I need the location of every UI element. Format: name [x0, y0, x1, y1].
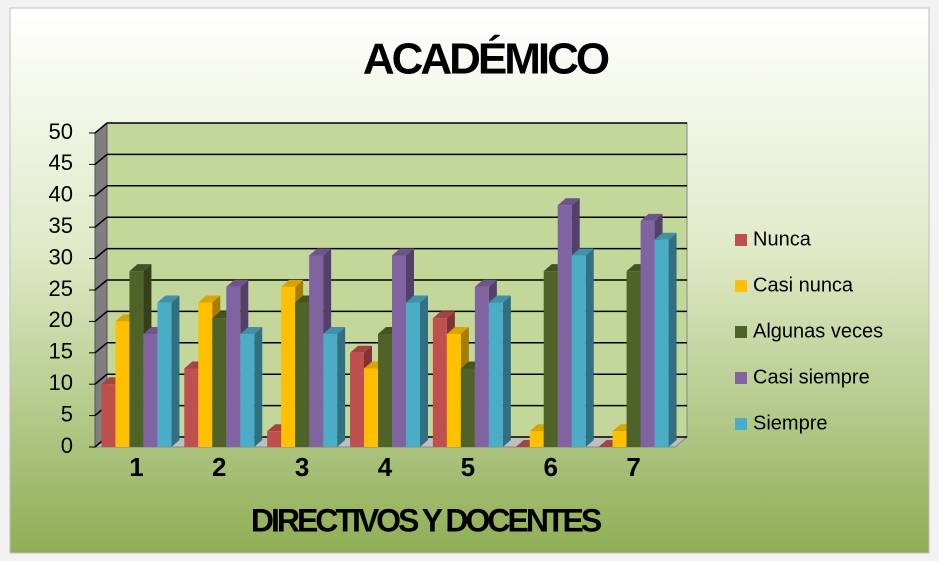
legend-swatch	[735, 234, 747, 246]
bar	[529, 431, 544, 447]
bar-top	[392, 248, 414, 256]
y-tick-label: 20	[49, 307, 73, 332]
bar-top	[432, 311, 455, 319]
bar-top	[281, 279, 304, 287]
bar	[364, 368, 378, 447]
bar	[612, 431, 627, 447]
bar	[406, 302, 420, 447]
bar	[157, 302, 172, 447]
bar	[101, 384, 116, 447]
y-tick-label: 40	[49, 182, 73, 207]
bar-side	[420, 295, 428, 447]
bar-top	[557, 198, 580, 206]
bar-side	[337, 326, 346, 447]
bar	[323, 333, 338, 447]
bar	[281, 286, 296, 447]
bar	[198, 302, 213, 447]
bar	[474, 286, 489, 447]
bar-top	[240, 326, 263, 334]
y-tick-label: 50	[49, 119, 73, 144]
x-axis-title: DIRECTIVOS Y DOCENTES	[251, 502, 602, 538]
bar-side	[171, 295, 180, 447]
bar	[571, 255, 586, 447]
grid-line-side	[94, 185, 108, 197]
legend-swatch	[735, 418, 747, 430]
bar-top	[654, 232, 677, 240]
bar	[654, 239, 669, 447]
bar	[640, 220, 655, 447]
bar	[432, 318, 447, 447]
x-tick-label: 7	[626, 452, 640, 482]
bar-top	[323, 326, 346, 334]
bar	[350, 352, 364, 447]
legend-label: Algunas veces	[753, 320, 883, 342]
bar	[446, 333, 461, 447]
legend-swatch	[735, 372, 747, 384]
bar-side	[585, 248, 594, 447]
bar-top	[198, 295, 221, 303]
bar	[557, 205, 572, 447]
bar	[240, 333, 255, 447]
y-tick-label: 30	[49, 244, 73, 269]
x-tick-label: 2	[212, 452, 226, 482]
x-tick-label: 4	[378, 452, 393, 482]
bar	[295, 302, 310, 447]
bar-side	[502, 295, 511, 447]
bar	[460, 368, 475, 447]
bar	[267, 431, 282, 447]
x-tick-label: 5	[461, 452, 475, 482]
chart-title: ACADÉMICO	[363, 34, 609, 84]
bar	[488, 302, 503, 447]
x-tick-label: 6	[543, 452, 557, 482]
grid-line-side	[94, 279, 108, 291]
bar-top	[406, 295, 428, 303]
grid-line-side	[94, 216, 108, 228]
bar-top	[446, 326, 469, 334]
grid-line-side	[94, 373, 108, 385]
legend-label: Siempre	[753, 412, 827, 434]
bar	[184, 368, 199, 447]
y-tick-label: 0	[61, 433, 73, 458]
grid-line-side	[94, 248, 108, 260]
bar-top	[488, 295, 511, 303]
bar	[543, 271, 558, 447]
grid-line-side	[94, 122, 108, 134]
bar-side	[668, 232, 677, 447]
bar	[378, 333, 392, 447]
y-tick-label: 45	[49, 150, 73, 175]
legend-swatch	[735, 280, 747, 292]
bar-top	[640, 213, 663, 221]
y-tick-label: 15	[49, 339, 73, 364]
bar-top	[350, 345, 372, 353]
bar	[115, 321, 130, 447]
legend-label: Casi siempre	[753, 366, 870, 388]
bar	[309, 255, 324, 447]
legend-label: Nunca	[753, 228, 812, 250]
bar	[226, 286, 241, 447]
legend-label: Casi nunca	[753, 274, 854, 296]
grid-line-side	[94, 342, 108, 354]
y-tick-label: 5	[61, 401, 73, 426]
bar-side	[254, 326, 263, 447]
bar-top	[129, 264, 152, 272]
bar-top	[226, 279, 249, 287]
y-tick-label: 25	[49, 276, 73, 301]
grid-line-side	[94, 153, 108, 165]
bar	[143, 333, 158, 447]
x-tick-label: 3	[295, 452, 309, 482]
bar	[212, 318, 227, 447]
y-tick-label: 35	[49, 213, 73, 238]
bar-top	[571, 248, 594, 256]
legend-swatch	[735, 326, 747, 338]
bar-top	[309, 248, 332, 256]
bar	[129, 271, 144, 447]
bar-top	[474, 279, 497, 287]
bar-top	[157, 295, 180, 303]
bar	[392, 255, 406, 447]
y-tick-label: 10	[49, 370, 73, 395]
grid-line-side	[94, 310, 108, 322]
bar	[626, 271, 641, 447]
x-tick-label: 1	[129, 452, 143, 482]
